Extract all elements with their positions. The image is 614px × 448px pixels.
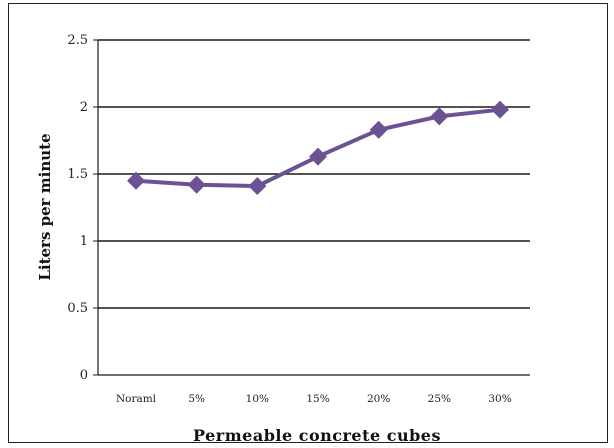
y-axis-label: Liters per minute <box>36 133 54 280</box>
y-tick-label: 0.5 <box>67 301 88 316</box>
data-point-marker <box>369 120 388 139</box>
data-point-marker <box>187 175 206 194</box>
x-axis-label: Permeable concrete cubes <box>193 426 441 445</box>
data-point-marker <box>248 177 267 196</box>
series-group <box>127 100 509 196</box>
x-tick-label: 15% <box>306 393 329 405</box>
x-tick-label: Noraml <box>116 393 157 405</box>
y-tick-label: 2 <box>80 100 88 115</box>
x-tick-label: 20% <box>367 393 390 405</box>
x-tick-label: 30% <box>488 393 511 405</box>
y-tick-label: 1 <box>80 234 88 249</box>
data-point-marker <box>309 147 327 166</box>
data-point-marker <box>127 171 145 190</box>
x-tick-label: 10% <box>246 393 269 405</box>
y-tick-label: 0 <box>80 368 88 383</box>
data-point-marker <box>491 100 509 119</box>
y-tick-label: 1.5 <box>67 167 88 182</box>
gridlines <box>97 39 530 376</box>
data-point-marker <box>430 107 449 126</box>
x-axis-ticks: Noraml 5% 10% 15% 20% 25% 30% <box>116 393 512 405</box>
y-axis-ticks: 0 0.5 1 1.5 2 2.5 <box>67 33 98 383</box>
x-tick-label: 5% <box>188 393 205 405</box>
x-tick-label: 25% <box>428 393 451 405</box>
chart-frame <box>8 3 608 443</box>
y-tick-label: 2.5 <box>67 33 88 48</box>
